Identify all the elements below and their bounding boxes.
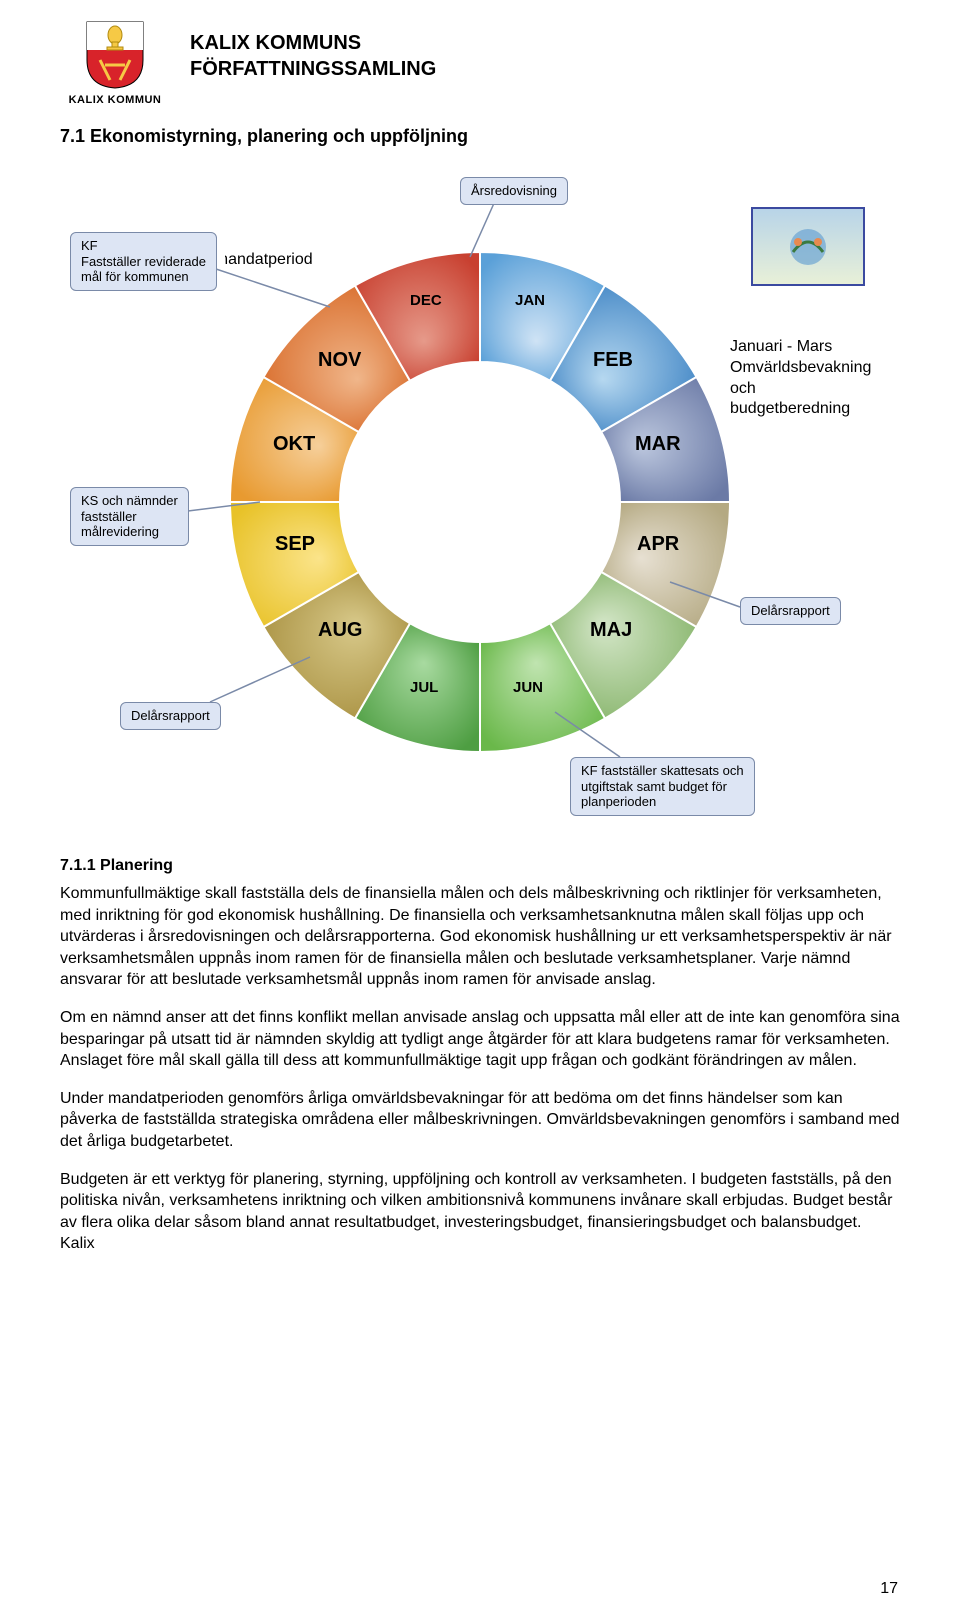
- title-line-1: KALIX KOMMUNS: [190, 32, 361, 54]
- decorative-image: [751, 207, 865, 286]
- paragraph: Kommunfullmäktige skall fastställa dels …: [60, 883, 900, 991]
- shield-icon: [85, 20, 145, 90]
- paragraph: Under mandatperioden genomförs årliga om…: [60, 1088, 900, 1153]
- side-annotation: Januari - MarsOmvärldsbevakningoch budge…: [730, 337, 880, 420]
- subsection-heading: 7.1.1 Planering: [60, 857, 900, 875]
- callout-box: Delårsrapport: [740, 597, 841, 625]
- header-title: KALIX KOMMUNS FÖRFATTNINGSSAMLING: [190, 30, 436, 82]
- municipality-logo: KALIX KOMMUN: [60, 20, 170, 106]
- paragraph: Budgeten är ett verktyg för planering, s…: [60, 1169, 900, 1255]
- page-header: KALIX KOMMUN KALIX KOMMUNS FÖRFATTNINGSS…: [60, 20, 900, 106]
- paragraph: Om en nämnd anser att det finns konflikt…: [60, 1007, 900, 1072]
- year-cycle-diagram: MÅLSTYRNING Pågående mandatperiod JANFEB…: [80, 177, 880, 827]
- callout-box: Årsredovisning: [460, 177, 568, 205]
- logo-label: KALIX KOMMUN: [69, 94, 162, 106]
- document-page: KALIX KOMMUN KALIX KOMMUNS FÖRFATTNINGSS…: [0, 0, 960, 1618]
- title-line-2: FÖRFATTNINGSSAMLING: [190, 58, 436, 80]
- ring-svg: MÅLSTYRNING Pågående mandatperiod: [225, 247, 735, 757]
- callout-box: Delårsrapport: [120, 702, 221, 730]
- callout-box: KFFastställer reviderademål för kommunen: [70, 232, 217, 291]
- callout-box: KF fastställer skattesats ochutgiftstak …: [570, 757, 755, 816]
- page-number: 17: [880, 1580, 898, 1598]
- callout-box: KS och nämnderfastställermålrevidering: [70, 487, 189, 546]
- section-heading: 7.1 Ekonomistyrning, planering och uppfö…: [60, 126, 900, 147]
- center-subtitle: Pågående mandatperiod: [225, 250, 313, 268]
